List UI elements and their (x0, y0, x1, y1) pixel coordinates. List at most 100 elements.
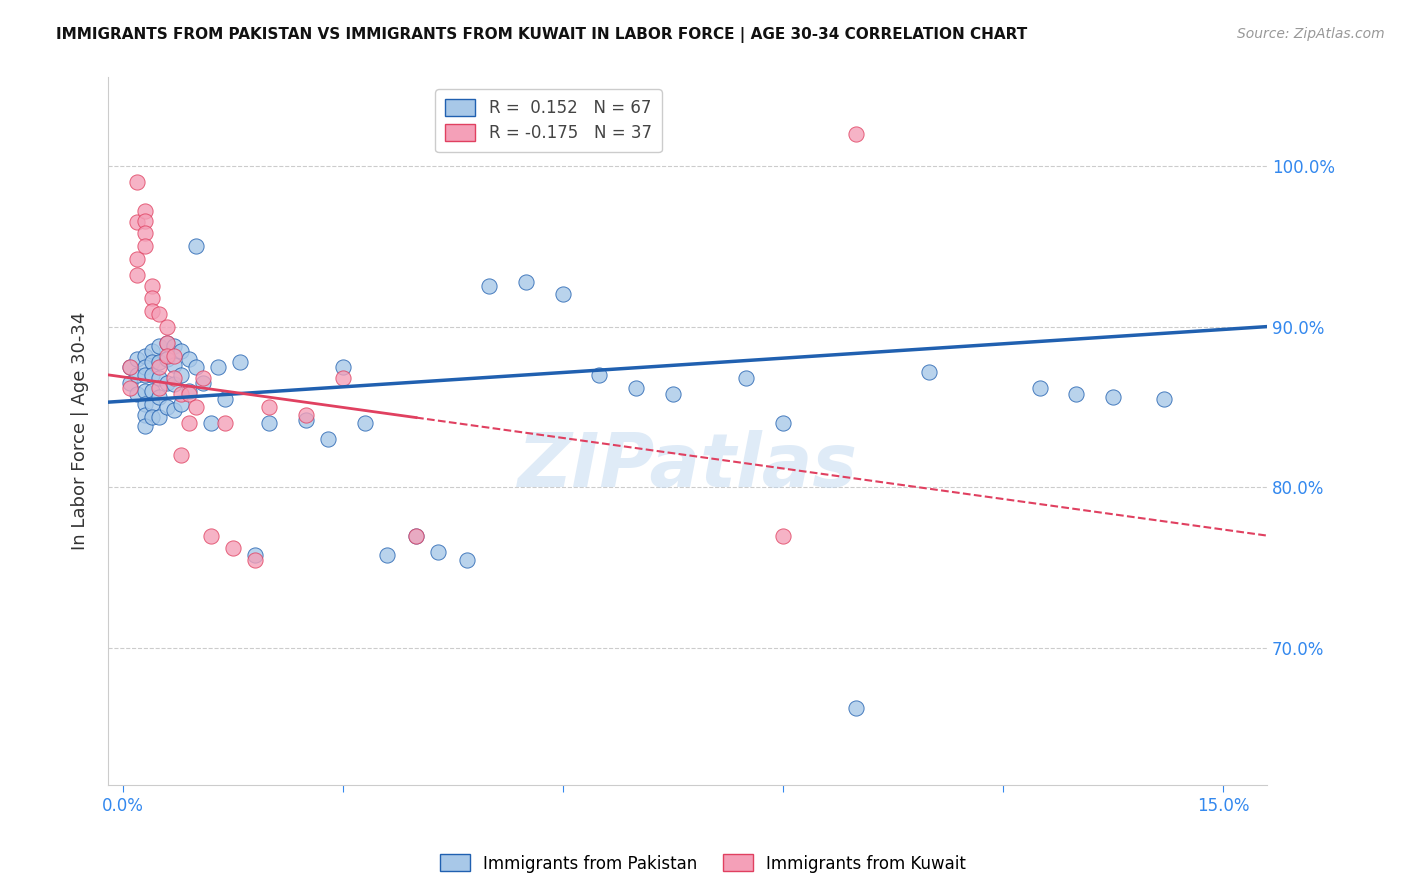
Point (156, 400, 179, 414)
Y-axis label: In Labor Force | Age 30-34: In Labor Force | Age 30-34 (72, 312, 89, 550)
Point (177, 416, 200, 430)
Point (118, 359, 141, 374)
Point (163, 377, 186, 392)
Point (624, 381, 647, 395)
Point (353, 416, 375, 430)
Point (177, 351, 200, 366)
Point (156, 335, 179, 350)
Point (134, 213, 156, 227)
Point (662, 387, 685, 401)
Point (427, 544, 450, 558)
Point (141, 355, 163, 369)
Point (735, 371, 758, 385)
Point (156, 349, 179, 363)
Legend: Immigrants from Pakistan, Immigrants from Kuwait: Immigrants from Pakistan, Immigrants fro… (433, 847, 973, 880)
Point (170, 397, 193, 411)
Point (478, 279, 501, 293)
Text: IMMIGRANTS FROM PAKISTAN VS IMMIGRANTS FROM KUWAIT IN LABOR FORCE | AGE 30-34 CO: IMMIGRANTS FROM PAKISTAN VS IMMIGRANTS F… (56, 27, 1028, 43)
Point (148, 381, 170, 395)
Point (141, 384, 163, 398)
Point (163, 371, 186, 385)
Point (1153, 392, 1175, 406)
Point (127, 368, 149, 382)
Point (184, 359, 207, 374)
Point (141, 303, 163, 318)
Point (134, 239, 156, 253)
Point (332, 359, 354, 374)
Point (148, 409, 170, 424)
Point (1064, 387, 1087, 401)
Point (134, 419, 156, 434)
Point (148, 307, 170, 321)
Point (134, 368, 156, 382)
Point (214, 416, 236, 430)
Point (184, 239, 207, 253)
Point (193, 371, 215, 385)
Point (207, 359, 229, 374)
Point (118, 381, 141, 395)
Point (1028, 381, 1050, 395)
Point (141, 279, 163, 293)
Point (127, 252, 149, 266)
Point (127, 175, 149, 189)
Point (148, 339, 170, 353)
Point (200, 416, 222, 430)
Text: Source: ZipAtlas.com: Source: ZipAtlas.com (1237, 27, 1385, 41)
Point (295, 408, 318, 422)
Point (127, 268, 149, 282)
Point (845, 700, 868, 714)
Point (515, 275, 537, 289)
Point (295, 413, 318, 427)
Point (148, 371, 170, 385)
Point (134, 203, 156, 218)
Point (134, 384, 156, 398)
Point (918, 365, 941, 379)
Point (134, 359, 156, 374)
Point (405, 528, 427, 542)
Point (163, 339, 186, 353)
Point (141, 397, 163, 411)
Point (772, 528, 794, 542)
Point (259, 416, 281, 430)
Text: ZIPatlas: ZIPatlas (517, 430, 858, 503)
Point (243, 548, 266, 562)
Point (170, 368, 193, 382)
Point (156, 335, 179, 350)
Point (588, 368, 610, 382)
Point (141, 343, 163, 358)
Point (221, 541, 243, 556)
Point (148, 355, 170, 369)
Point (127, 387, 149, 401)
Point (193, 376, 215, 390)
Point (134, 397, 156, 411)
Point (316, 432, 339, 446)
Point (332, 371, 354, 385)
Point (148, 359, 170, 374)
Point (156, 351, 179, 366)
Point (214, 392, 236, 406)
Point (156, 319, 179, 334)
Point (148, 390, 170, 404)
Point (551, 287, 574, 301)
Point (170, 387, 193, 401)
Point (456, 552, 478, 566)
Point (772, 416, 794, 430)
Point (1102, 390, 1125, 404)
Point (184, 400, 207, 414)
Point (200, 528, 222, 542)
Point (127, 351, 149, 366)
Point (177, 387, 200, 401)
Point (163, 403, 186, 417)
Point (141, 291, 163, 305)
Point (243, 552, 266, 566)
Point (163, 349, 186, 363)
Point (845, 127, 868, 141)
Point (177, 384, 200, 398)
Point (170, 448, 193, 462)
Point (134, 349, 156, 363)
Point (405, 528, 427, 542)
Legend: R =  0.152   N = 67, R = -0.175   N = 37: R = 0.152 N = 67, R = -0.175 N = 37 (436, 89, 662, 153)
Point (141, 368, 163, 382)
Point (375, 548, 398, 562)
Point (134, 227, 156, 241)
